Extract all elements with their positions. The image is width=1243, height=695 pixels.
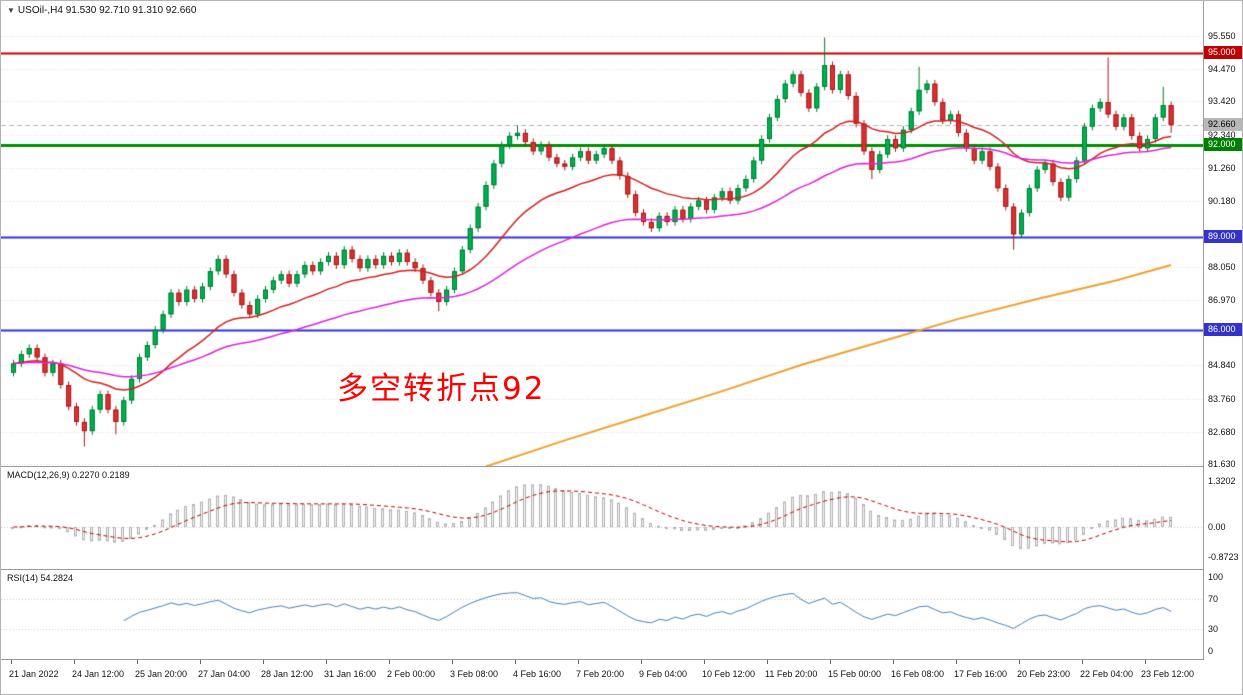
price-tag: 92.660 [1204, 117, 1242, 131]
main-chart-canvas[interactable] [1, 1, 1203, 466]
rsi-canvas[interactable] [1, 570, 1203, 659]
time-axis-label: 7 Feb 20:00 [576, 669, 625, 679]
time-axis-label: 21 Jan 2022 [9, 669, 59, 679]
time-tick [515, 660, 516, 664]
time-tick [830, 660, 831, 664]
time-axis-label: 11 Feb 20:00 [765, 669, 818, 679]
time-axis-label: 28 Jan 12:00 [261, 669, 314, 679]
price-axis-label: 93.420 [1208, 96, 1236, 107]
time-tick [452, 660, 453, 664]
macd-scale-label: 0.00 [1208, 522, 1226, 532]
time-axis-label: 24 Jan 12:00 [72, 669, 125, 679]
macd-scale-label: 1.3202 [1208, 476, 1236, 486]
time-tick [578, 660, 579, 664]
pane-separator-macd[interactable] [1, 466, 1203, 467]
price-axis-label: 91.260 [1208, 162, 1236, 173]
time-tick [389, 660, 390, 664]
rsi-scale-label: 100 [1208, 572, 1224, 582]
macd-scale-label: -0.8723 [1208, 552, 1239, 563]
time-axis-label: 15 Feb 00:00 [828, 669, 882, 679]
price-tag: 92.000 [1204, 138, 1242, 152]
time-tick [1019, 660, 1020, 664]
price-axis-label: 82.680 [1208, 426, 1236, 437]
time-axis-label: 17 Feb 16:00 [954, 669, 1008, 679]
macd-indicator-label: MACD(12,26,9) 0.2270 0.2189 [7, 470, 130, 480]
price-axis-separator [1203, 1, 1204, 660]
time-tick [263, 660, 264, 664]
rsi-scale-label: 0 [1208, 646, 1214, 656]
pane-separator-axis [1, 659, 1203, 660]
time-axis-label: 4 Feb 16:00 [513, 669, 562, 679]
time-tick [11, 660, 12, 664]
price-axis-label: 84.840 [1208, 360, 1236, 371]
time-tick [74, 660, 75, 664]
chart-title-text: USOil-,H4 91.530 92.710 91.310 92.660 [17, 5, 197, 16]
time-axis-label: 25 Jan 20:00 [135, 669, 188, 679]
time-axis[interactable]: 21 Jan 2022 24 Jan 12:00 25 Jan 20:00 27 Ja… [1, 660, 1203, 694]
price-axis-label: 83.760 [1208, 393, 1236, 404]
time-axis-label: 9 Feb 04:00 [639, 669, 688, 679]
time-tick [641, 660, 642, 664]
rsi-scale-label: 70 [1208, 594, 1219, 605]
rsi-indicator-label: RSI(14) 54.2824 [7, 573, 74, 583]
time-axis-label: 20 Feb 23:00 [1017, 669, 1071, 679]
time-axis-label: 2 Feb 00:00 [387, 669, 436, 679]
price-axis-label: 95.550 [1208, 31, 1236, 41]
price-tag: 95.000 [1204, 45, 1242, 59]
time-tick [767, 660, 768, 664]
time-tick [326, 660, 327, 664]
time-tick [956, 660, 957, 664]
chevron-down-icon[interactable]: ▼ [7, 6, 15, 15]
time-tick [1145, 660, 1146, 664]
price-axis-label: 86.970 [1208, 294, 1236, 305]
price-axis-label: 94.470 [1208, 64, 1236, 75]
rsi-scale-label: 30 [1208, 623, 1219, 634]
pane-separator-rsi[interactable] [1, 569, 1203, 570]
macd-canvas[interactable] [1, 467, 1203, 569]
price-axis[interactable]: 95.550 94.470 93.420 92.340 91.260 90.180 88.0… [1204, 1, 1242, 660]
time-axis-label: 3 Feb 08:00 [450, 669, 499, 679]
time-axis-label: 27 Jan 04:00 [198, 669, 251, 679]
time-tick [704, 660, 705, 664]
price-axis-label: 92.340 [1208, 129, 1236, 140]
time-tick [137, 660, 138, 664]
time-axis-label: 10 Feb 12:00 [702, 669, 756, 679]
time-tick [893, 660, 894, 664]
price-tag: 89.000 [1204, 230, 1242, 244]
price-axis-label: 81.630 [1208, 459, 1236, 470]
price-axis-label: 90.180 [1208, 196, 1236, 207]
time-axis-label: 31 Jan 16:00 [324, 669, 377, 679]
text-annotation: 多空转折点92 [337, 371, 546, 407]
price-tag: 86.000 [1204, 322, 1242, 336]
time-axis-label: 23 Feb 12:00 [1141, 669, 1195, 679]
time-axis-label: 16 Feb 08:00 [891, 669, 945, 679]
time-tick [200, 660, 201, 664]
price-axis-label: 88.050 [1208, 261, 1236, 272]
time-tick [1082, 660, 1083, 664]
chart-title: ▼ USOil-,H4 91.530 92.710 91.310 92.660 [7, 5, 196, 16]
time-axis-label: 22 Feb 04:00 [1080, 669, 1134, 679]
